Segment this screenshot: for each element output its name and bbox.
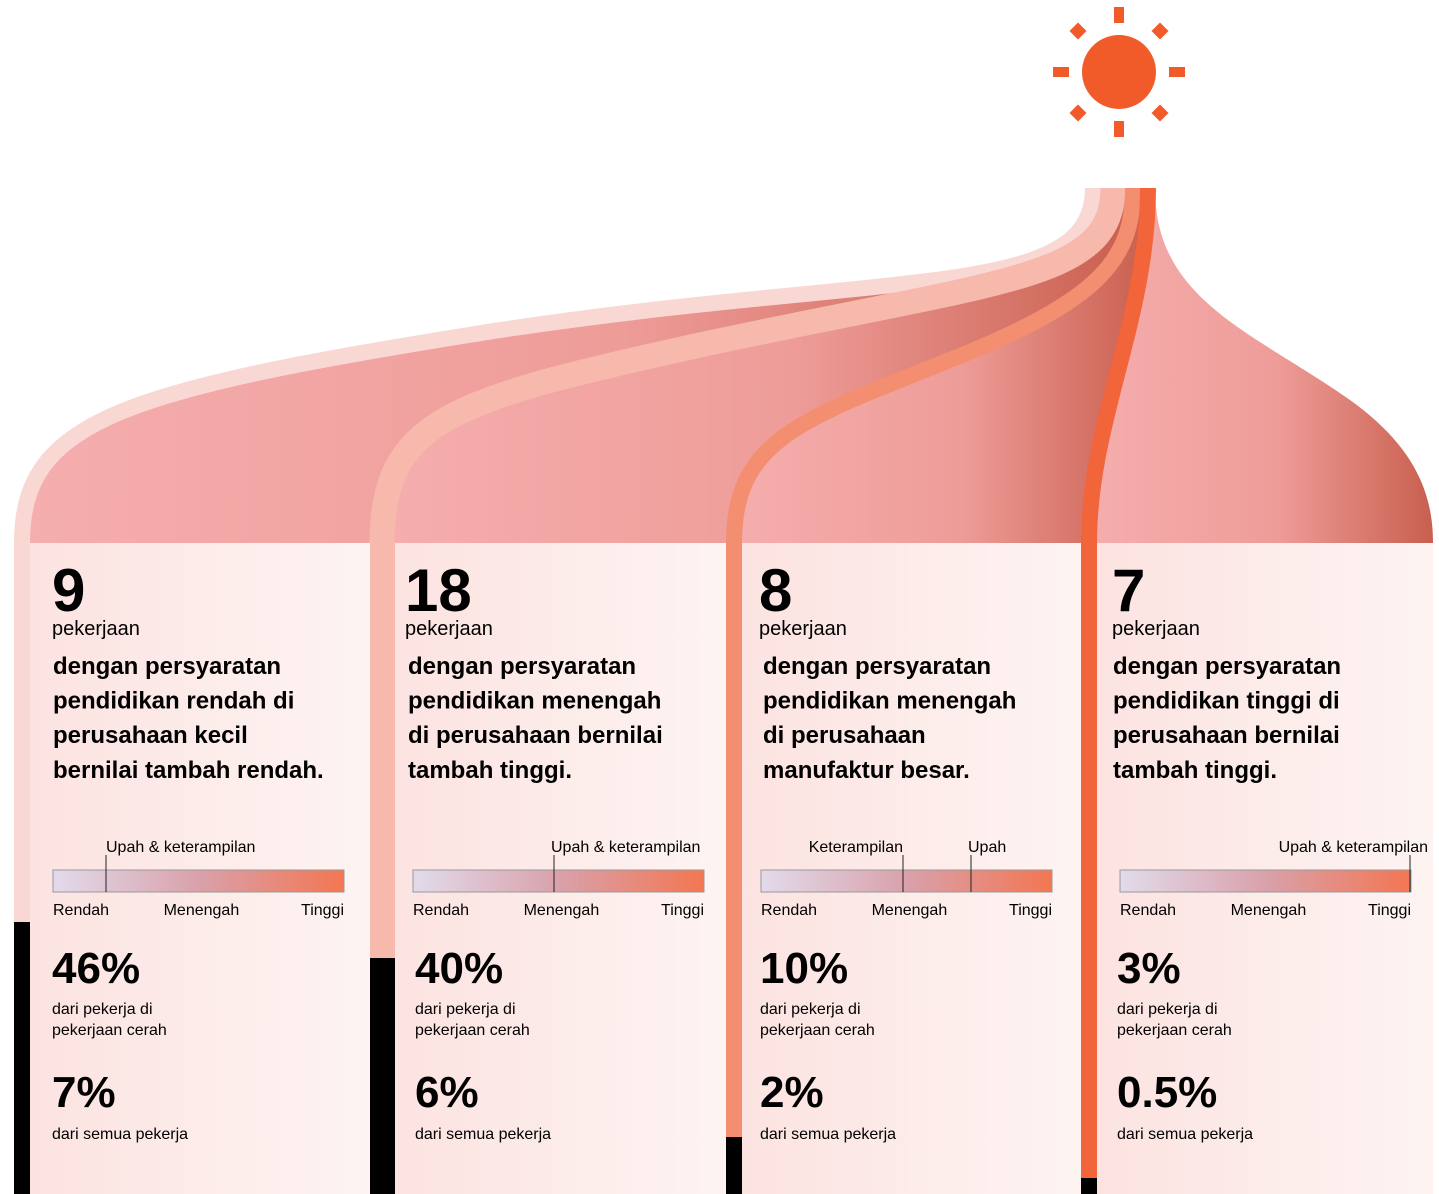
job-unit: pekerjaan [1112,618,1200,640]
description-line: tambah tinggi. [408,757,572,784]
description-line: tambah tinggi. [1113,757,1277,784]
share-bright-label: dari pekerja di [52,1001,153,1018]
scale-label: Tinggi [301,902,344,919]
job-count: 7 [1112,557,1145,624]
flow-strand [726,187,1141,544]
description-line: dengan persyaratan [763,653,991,680]
strip-base [14,922,30,1194]
share-bright-label: pekerjaan cerah [415,1022,530,1039]
sun-icon [1053,7,1185,137]
scale-marker-label: Upah [968,839,1006,856]
description-line: pendidikan tinggi di [1113,688,1340,715]
share-bright: 46% [52,944,140,993]
scale-label: Menengah [872,902,948,919]
scale-marker-label: Keterampilan [809,839,903,856]
panel [1097,543,1433,1194]
scale-label: Menengah [164,902,240,919]
share-all: 2% [760,1068,824,1117]
share-bright-label: dari pekerja di [415,1001,516,1018]
flows [14,187,1433,1194]
strip [370,542,395,958]
scale-bar [760,869,1053,893]
flow-area [382,188,1133,543]
scale-label: Menengah [524,902,600,919]
flow-strand [1081,187,1156,544]
panel [742,543,1081,1194]
panel [395,543,726,1194]
scale-marker-label: Upah & keterampilan [106,839,255,856]
scale-label: Tinggi [661,902,704,919]
strip-base [1081,1178,1097,1194]
strip-base [726,1137,742,1194]
description-line: manufaktur besar. [763,757,970,784]
share-all: 0.5% [1117,1068,1217,1117]
share-all-label: dari semua pekerja [415,1126,551,1143]
description-line: bernilai tambah rendah. [53,757,324,784]
scale-label: Rendah [413,902,469,919]
share-all: 6% [415,1068,479,1117]
scale-bar [52,869,345,893]
share-bright-label: pekerjaan cerah [1117,1022,1232,1039]
share-all-label: dari semua pekerja [52,1126,188,1143]
share-all: 7% [52,1068,116,1117]
description-line: pendidikan menengah [408,688,661,715]
scale-label: Rendah [761,902,817,919]
share-bright: 10% [760,944,848,993]
description-line: pendidikan menengah [763,688,1016,715]
job-count: 9 [52,557,85,624]
flow-strand [369,187,1126,544]
description-line: dengan persyaratan [53,653,281,680]
job-unit: pekerjaan [52,618,140,640]
scale-label: Rendah [53,902,109,919]
job-unit: pekerjaan [405,618,493,640]
share-all-label: dari semua pekerja [760,1126,896,1143]
description-line: di perusahaan [763,722,926,749]
flow-area [1089,188,1433,543]
description-line: dengan persyaratan [1113,653,1341,680]
share-bright-label: pekerjaan cerah [52,1022,167,1039]
job-count: 18 [405,557,472,624]
share-bright-label: pekerjaan cerah [760,1022,875,1039]
scale-bar [412,869,705,893]
share-bright: 40% [415,944,503,993]
scale-marker-label: Upah & keterampilan [551,839,700,856]
job-unit: pekerjaan [759,618,847,640]
description-line: perusahaan bernilai [1113,722,1340,749]
description-line: dengan persyaratan [408,653,636,680]
job-count: 8 [759,557,792,624]
scale-label: Tinggi [1368,902,1411,919]
description-line: di perusahaan bernilai [408,722,663,749]
description-line: pendidikan rendah di [53,688,294,715]
strip [1081,542,1097,1178]
share-bright: 3% [1117,944,1181,993]
scale-label: Menengah [1231,902,1307,919]
scale-label: Tinggi [1009,902,1052,919]
description-line: perusahaan kecil [53,722,248,749]
scale-bar [1119,869,1412,893]
share-all-label: dari semua pekerja [1117,1126,1253,1143]
share-bright-label: dari pekerja di [760,1001,861,1018]
share-bright-label: dari pekerja di [1117,1001,1218,1018]
strip-base [370,958,395,1194]
strip [14,542,30,922]
panel [30,543,370,1194]
scale-marker-label: Upah & keterampilan [1279,839,1428,856]
strip [726,542,742,1137]
scale-label: Rendah [1120,902,1176,919]
